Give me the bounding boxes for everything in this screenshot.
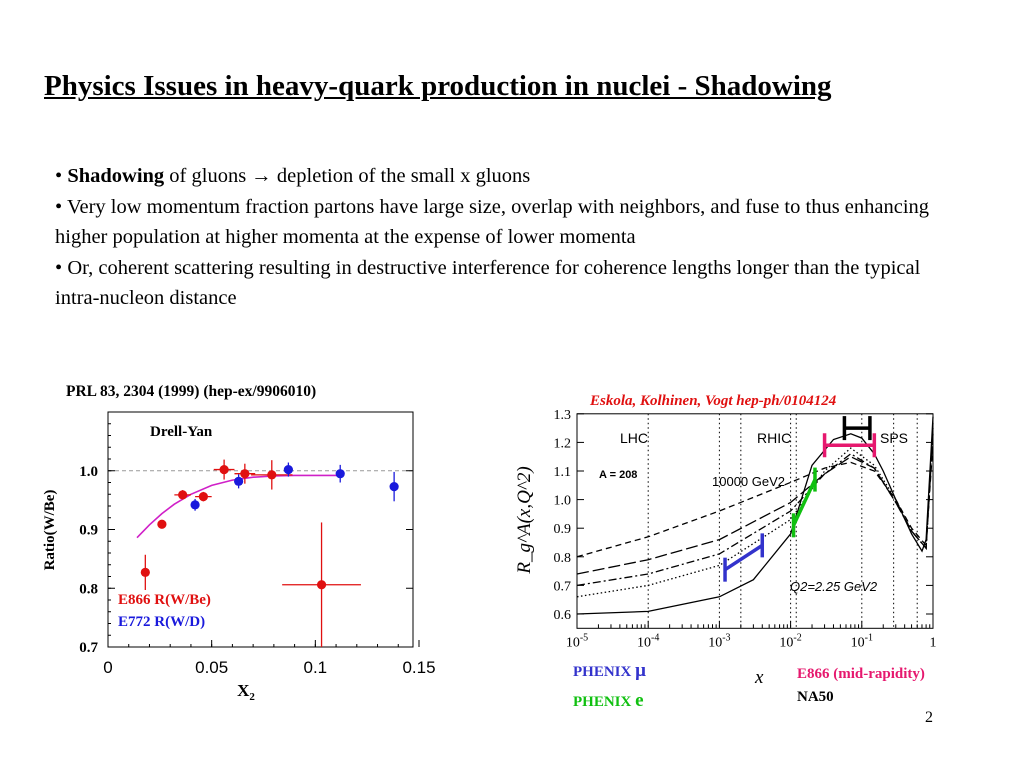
coverage-bar xyxy=(724,543,764,572)
y-tick-label: 1.1 xyxy=(554,465,572,480)
bullet-text: Or, coherent scattering resulting in des… xyxy=(55,256,921,310)
data-point xyxy=(240,469,250,479)
curve-dashdot xyxy=(576,428,934,587)
data-point xyxy=(267,470,277,480)
data-point xyxy=(335,469,345,479)
x-tick-label: 10-5 xyxy=(566,632,588,650)
y-axis-label: Ratio(W/Be) xyxy=(42,490,58,571)
page-number: 2 xyxy=(925,709,933,726)
x-tick-exponent: -3 xyxy=(722,632,730,643)
data-point xyxy=(157,519,167,529)
y-tick-label: 1.0 xyxy=(79,464,98,480)
legend-symbol: e xyxy=(635,690,644,711)
x-axis-subscript: 2 xyxy=(249,691,255,703)
y-tick-label: 0.6 xyxy=(554,608,572,623)
data-point xyxy=(283,464,293,475)
bullet-text: Very low momentum fraction partons have … xyxy=(55,195,930,249)
data-point xyxy=(198,492,208,502)
legend-entry: E772 R(W/D) xyxy=(118,614,205,630)
bullet-list: • Shadowing of gluons → depletion of the… xyxy=(55,161,935,314)
bullet-item: • Shadowing of gluons → depletion of the… xyxy=(55,165,531,187)
y-tick-label: 0.9 xyxy=(79,523,98,539)
x-tick-label: 10-2 xyxy=(779,632,801,650)
data-point xyxy=(219,464,229,475)
y-tick-label: 0.8 xyxy=(79,581,98,597)
annotation-drell-yan: Drell-Yan xyxy=(150,424,213,440)
y-tick-label: 0.7 xyxy=(554,579,572,594)
annotation-a: A = 208 xyxy=(599,469,637,481)
annotation-q2-high: 10000 GeV2 xyxy=(712,474,785,489)
x-tick-label: 0.05 xyxy=(195,658,228,677)
x-tick-exponent: -1 xyxy=(865,632,873,643)
legend-label: PHENIX xyxy=(573,664,632,680)
coverage-bar xyxy=(791,478,817,527)
plot-frame xyxy=(576,413,934,629)
region-label: SPS xyxy=(880,430,908,446)
curve-solid xyxy=(576,416,934,615)
data-point xyxy=(140,567,150,577)
y-axis-label: R_g^A(x,Q^2) xyxy=(514,466,535,574)
y-tick-label: 1.2 xyxy=(554,436,572,451)
x-tick-label: 10-3 xyxy=(708,632,730,650)
legend-phenix-e: PHENIX e xyxy=(573,690,644,712)
x-axis-label: X2 xyxy=(237,681,255,703)
bullet-item: • Or, coherent scattering resulting in d… xyxy=(55,256,921,310)
right-chart-reference: Eskola, Kolhinen, Vogt hep-ph/0104124 xyxy=(590,393,837,409)
legend-symbol: μ xyxy=(635,660,646,681)
page-title: Physics Issues in heavy-quark production… xyxy=(44,70,832,102)
bullet-text: of gluons → depletion of the small x glu… xyxy=(169,165,531,187)
x-tick-label: 0 xyxy=(103,658,112,677)
data-point xyxy=(178,490,188,500)
legend-phenix-mu: PHENIX μ xyxy=(573,660,646,682)
x-tick-label: 1 xyxy=(930,635,937,650)
y-tick-label: 1.0 xyxy=(554,494,572,509)
legend-e866: E866 (mid-rapidity) xyxy=(797,666,925,682)
data-point xyxy=(316,580,327,590)
legend-na50: NA50 xyxy=(797,689,834,705)
region-label: LHC xyxy=(620,430,648,446)
bullet-item: • Very low momentum fraction partons hav… xyxy=(55,195,930,249)
x-tick-exponent: -2 xyxy=(793,632,801,643)
x-axis-label: x xyxy=(754,667,764,688)
data-point xyxy=(190,500,200,510)
curve-dashed xyxy=(576,442,934,558)
left-chart-reference: PRL 83, 2304 (1999) (hep-ex/9906010) xyxy=(66,383,317,400)
x-tick-label: 10-1 xyxy=(851,632,873,650)
data-point xyxy=(234,476,244,486)
y-tick-label: 0.9 xyxy=(554,522,572,537)
curve-longdash xyxy=(576,433,934,575)
legend-label: PHENIX xyxy=(573,694,632,710)
y-tick-label: 1.3 xyxy=(554,408,572,423)
curve-dotted xyxy=(576,422,934,598)
plot-frame xyxy=(107,411,414,648)
x-tick-label: 0.1 xyxy=(304,658,328,677)
fit-curve xyxy=(136,474,341,539)
x-tick-label: 0.15 xyxy=(402,658,435,677)
bullet-keyword: Shadowing xyxy=(67,165,165,187)
annotation-q2-low: Q2=2.25 GeV2 xyxy=(790,579,878,594)
x-tick-exponent: -4 xyxy=(651,632,659,643)
y-tick-label: 0.7 xyxy=(79,640,98,656)
legend-entry: E866 R(W/Be) xyxy=(118,592,211,608)
region-label: RHIC xyxy=(757,430,791,446)
x-tick-label: 10-4 xyxy=(637,632,659,650)
data-point xyxy=(389,482,399,492)
y-tick-label: 0.8 xyxy=(554,551,572,566)
x-tick-exponent: -5 xyxy=(580,632,588,643)
